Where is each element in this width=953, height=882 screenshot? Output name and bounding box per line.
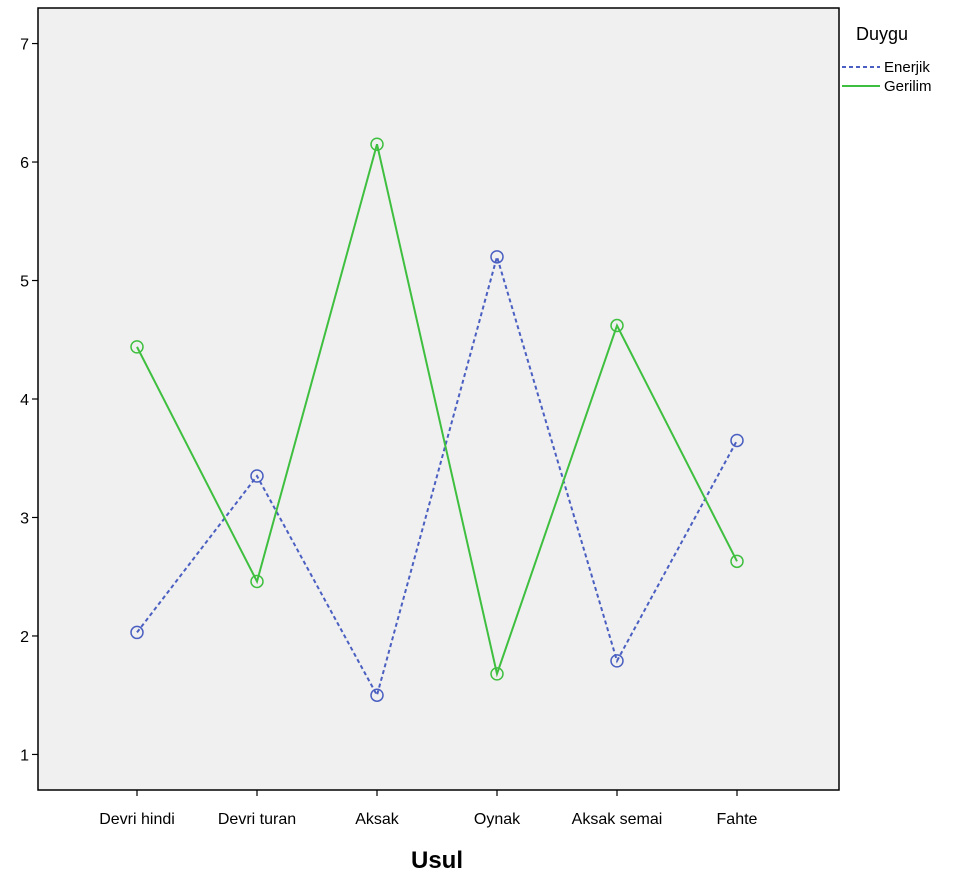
data-point-gerilim <box>490 667 504 681</box>
x-axis-title: Usul <box>411 847 463 874</box>
x-tick-label: Devri hindi <box>99 811 175 828</box>
data-point-enerjik <box>370 688 384 702</box>
y-tick-label: 2 <box>20 629 29 646</box>
data-point-gerilim <box>130 340 144 354</box>
y-axis: 1 2 3 4 5 6 7 <box>20 37 38 764</box>
series-line-gerilim <box>136 143 738 678</box>
y-tick-label: 7 <box>20 37 29 54</box>
data-point-gerilim <box>250 574 264 589</box>
y-tick-label: 5 <box>20 274 29 291</box>
legend-title: Duygu <box>856 24 908 44</box>
data-point-gerilim <box>370 137 384 152</box>
legend-label-enerjik: Enerjik <box>884 59 930 76</box>
data-point-enerjik <box>730 433 744 448</box>
data-point-enerjik <box>130 625 144 640</box>
x-tick-label: Devri turan <box>218 811 296 828</box>
y-tick-label: 3 <box>20 510 29 527</box>
series-layer <box>130 137 744 702</box>
data-point-enerjik <box>490 250 504 264</box>
data-point-enerjik <box>610 654 624 668</box>
data-point-enerjik <box>250 469 264 483</box>
y-tick-label: 6 <box>20 155 29 172</box>
x-tick-label: Fahte <box>717 811 758 828</box>
y-tick-label: 4 <box>20 392 29 409</box>
data-point-gerilim <box>610 318 624 333</box>
data-point-gerilim <box>730 554 744 569</box>
series-line-enerjik <box>136 253 738 698</box>
x-tick-label: Aksak <box>355 811 400 828</box>
y-tick-label: 1 <box>20 747 29 764</box>
x-tick-label: Oynak <box>474 811 521 828</box>
x-axis: Devri hindi Devri turan Aksak Oynak Aksak se… <box>99 790 758 828</box>
plot-area <box>37 7 840 791</box>
legend-label-gerilim: Gerilim <box>884 78 932 95</box>
legend: Duygu Enerjik Gerilim <box>842 24 932 95</box>
x-tick-label: Aksak semai <box>572 811 663 828</box>
